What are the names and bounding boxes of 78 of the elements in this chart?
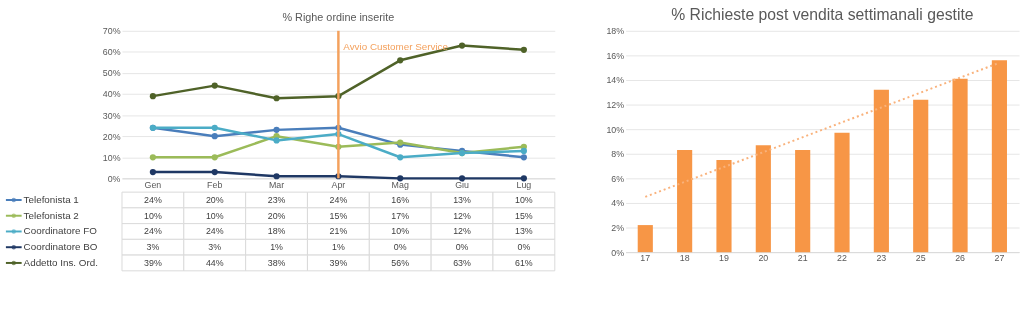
x-tick-label: 27 (994, 253, 1005, 264)
data-label: 20% (267, 210, 286, 221)
data-label: 44% (205, 257, 224, 268)
x-tick-label: Feb (207, 179, 223, 190)
data-label: 0% (455, 242, 469, 253)
y-tick-label: 14% (606, 75, 625, 86)
x-tick-label: Giu (455, 179, 469, 190)
data-label: 18% (267, 226, 286, 237)
y-tick-label: 50% (102, 68, 121, 79)
x-tick-label: 18 (679, 253, 690, 264)
data-label: 15% (329, 210, 348, 221)
x-tick-label: 25 (915, 253, 926, 264)
y-tick-label: 10% (606, 124, 625, 135)
x-tick-label: 23 (876, 253, 887, 264)
x-tick-label: 19 (719, 253, 729, 264)
data-label: 39% (144, 257, 162, 268)
data-label: 23% (267, 194, 286, 205)
data-label: 24% (329, 194, 348, 205)
y-tick-label: 70% (102, 26, 121, 37)
data-label: 63% (453, 257, 472, 268)
data-label: 10% (144, 210, 162, 221)
y-tick-label: 40% (102, 89, 121, 100)
y-tick-label: 6% (611, 173, 625, 184)
data-label: 10% (391, 226, 410, 237)
x-tick-label: Gen (144, 179, 162, 190)
data-label: 10% (205, 210, 224, 221)
x-tick-label: 22 (837, 253, 848, 264)
x-tick-label: 20 (758, 253, 769, 264)
data-label: 61% (515, 257, 533, 268)
y-tick-label: 16% (606, 50, 625, 61)
data-label: 1% (270, 242, 284, 253)
data-label: 20% (205, 194, 224, 205)
data-label: 13% (515, 226, 533, 237)
data-label: 10% (515, 194, 533, 205)
x-tick-label: Apr (331, 179, 346, 190)
legend-label: Coordinatore FO (23, 225, 98, 237)
data-label: 15% (515, 210, 533, 221)
x-tick-label: Mar (268, 179, 285, 190)
data-label: 13% (453, 194, 472, 205)
legend-label: Telefonista 1 (23, 193, 79, 205)
y-tick-label: 12% (606, 100, 625, 111)
x-tick-label: Lug (516, 179, 532, 190)
chart-title: % Richieste post vendita settimanali gestite (671, 5, 974, 23)
y-tick-label: 30% (102, 110, 121, 121)
y-tick-label: 2% (611, 222, 625, 233)
data-label: 24% (144, 194, 162, 205)
y-tick-label: 18% (606, 26, 625, 37)
data-label: 0% (517, 242, 531, 253)
data-label: 21% (329, 226, 348, 237)
data-label: 1% (331, 242, 345, 253)
data-label: 3% (208, 242, 222, 253)
legend-label: Addetto Ins. Ord. (23, 256, 98, 268)
data-label: 3% (146, 242, 160, 253)
data-label: 56% (391, 257, 410, 268)
x-tick-label: 26 (955, 253, 966, 264)
x-tick-label: Mag (391, 179, 409, 190)
data-label: 17% (391, 210, 410, 221)
data-label: 12% (453, 210, 472, 221)
data-label: 38% (267, 257, 286, 268)
chart-title: % Righe ordine inserite (282, 10, 395, 23)
data-label: 39% (329, 257, 348, 268)
data-label: 12% (453, 226, 472, 237)
y-tick-label: 4% (611, 198, 625, 209)
data-label: 0% (393, 242, 407, 253)
legend-label: Coordinatore BO (23, 241, 98, 253)
x-tick-label: 17 (640, 253, 651, 264)
y-tick-label: 60% (102, 47, 121, 58)
data-label: 24% (144, 226, 162, 237)
y-tick-label: 10% (102, 152, 121, 163)
y-tick-label: 8% (611, 149, 625, 160)
data-label: 16% (391, 194, 410, 205)
y-tick-label: 0% (611, 247, 625, 258)
y-tick-label: 0% (107, 173, 121, 184)
y-tick-label: 20% (102, 131, 121, 142)
legend-label: Telefonista 2 (23, 209, 79, 221)
ref-line-label: Avvio Customer Service (343, 41, 449, 53)
x-tick-label: 21 (797, 253, 808, 264)
data-label: 24% (205, 226, 224, 237)
